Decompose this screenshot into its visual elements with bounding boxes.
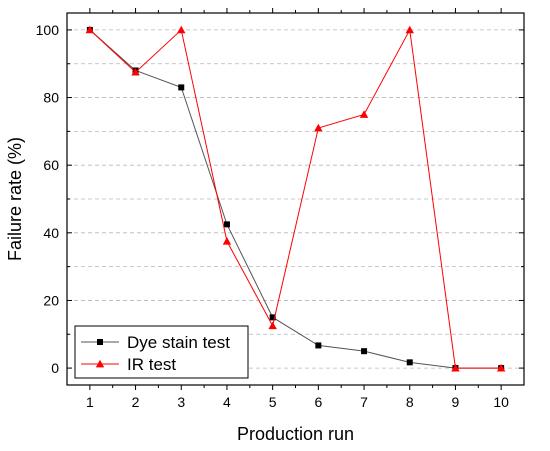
x-axis-title: Production run <box>237 424 354 444</box>
x-tick-label: 4 <box>223 394 231 410</box>
legend-marker <box>97 339 103 345</box>
axis-ticks: 0 20 40 60 80 100 1 2 3 4 5 6 7 8 9 10 <box>36 8 524 410</box>
y-tick-label: 100 <box>36 22 60 38</box>
y-tick-label: 0 <box>51 360 59 376</box>
data-point <box>178 84 185 91</box>
series-line <box>89 28 502 369</box>
legend: Dye stain test IR test <box>74 325 249 379</box>
data-point <box>359 110 369 118</box>
y-axis-title: Failure rate (%) <box>5 137 25 261</box>
legend-item: Dye stain test <box>81 333 230 352</box>
y-tick-label: 80 <box>43 90 59 106</box>
legend-box <box>74 325 249 379</box>
data-point <box>405 25 414 34</box>
data-point <box>177 25 186 34</box>
x-tick-label: 8 <box>406 394 414 410</box>
x-tick-label: 1 <box>86 394 94 410</box>
x-tick-label: 2 <box>132 394 140 410</box>
x-tick-label: 5 <box>269 394 277 410</box>
data-point <box>269 314 276 321</box>
data-point <box>406 359 413 366</box>
series-layer <box>85 25 506 372</box>
data-point <box>314 123 323 132</box>
data-point <box>223 221 230 228</box>
data-point <box>496 363 506 372</box>
legend-label: Dye stain test <box>127 333 230 352</box>
grid-lines <box>67 29 524 369</box>
data-point <box>222 237 232 245</box>
legend-label: IR test <box>127 355 176 374</box>
x-tick-label: 10 <box>493 394 509 410</box>
x-tick-label: 7 <box>360 394 368 410</box>
x-tick-label: 3 <box>177 394 185 410</box>
y-tick-label: 40 <box>43 225 59 241</box>
x-tick-label: 9 <box>452 394 460 410</box>
legend-marker <box>95 359 105 368</box>
data-point <box>315 342 322 349</box>
y-tick-label: 60 <box>43 157 59 173</box>
data-point <box>361 348 368 355</box>
y-tick-label: 20 <box>43 292 59 308</box>
data-point <box>451 363 460 372</box>
series-2 <box>85 25 506 372</box>
data-point <box>268 321 277 330</box>
data-point <box>85 25 95 34</box>
x-tick-label: 6 <box>314 394 322 410</box>
data-point <box>131 67 140 76</box>
legend-item: IR test <box>81 355 176 374</box>
series-line <box>89 29 502 369</box>
